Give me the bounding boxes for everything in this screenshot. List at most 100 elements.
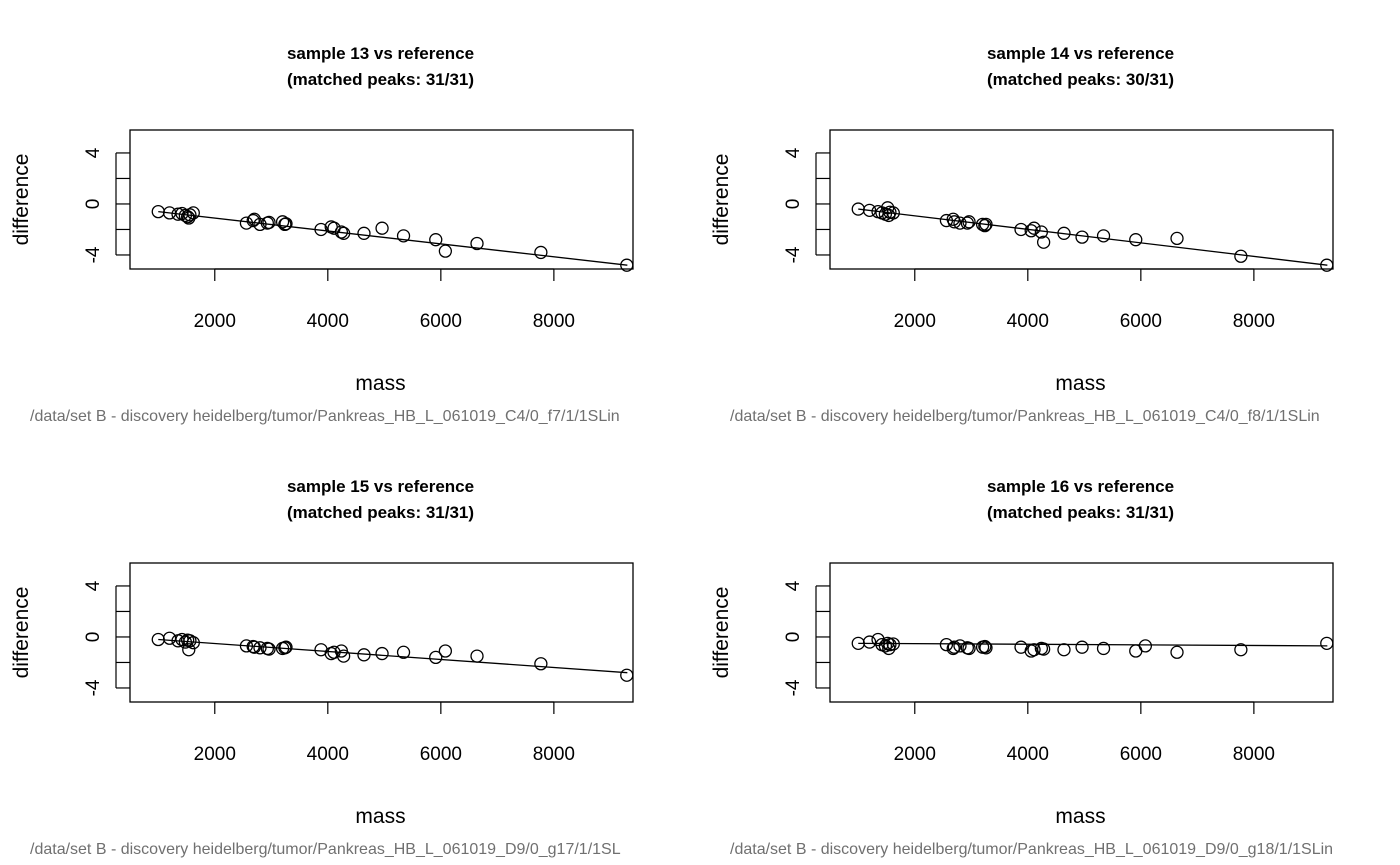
data-point [1129, 233, 1143, 247]
chart-subtitle: (matched peaks: 31/31) [287, 503, 474, 522]
data-point [882, 641, 896, 656]
y-tick-label: 0 [783, 199, 804, 210]
data-point [246, 213, 260, 228]
data-point [886, 637, 900, 651]
data-point [438, 244, 453, 258]
data-point [1034, 225, 1049, 239]
y-axis-label: difference [710, 154, 733, 246]
data-point [247, 640, 261, 654]
data-point [438, 644, 453, 658]
data-point [978, 218, 992, 233]
data-point [975, 217, 990, 232]
data-point [336, 226, 351, 240]
data-point [314, 222, 328, 237]
chart-title: sample 15 vs reference [287, 477, 474, 496]
data-point [1096, 229, 1111, 243]
chart-subtitle: (matched peaks: 30/31) [987, 70, 1174, 89]
y-tick-label: 4 [83, 580, 104, 591]
data-point [1096, 641, 1111, 656]
data-point [1320, 636, 1334, 650]
data-point [534, 657, 548, 671]
y-tick-label: 0 [83, 632, 104, 643]
y-axis-label: difference [10, 154, 33, 246]
data-point [253, 217, 267, 232]
x-tick-label: 6000 [1120, 744, 1162, 765]
x-tick-label: 6000 [1120, 311, 1162, 332]
y-tick-label: 4 [83, 147, 104, 158]
data-point [253, 641, 267, 655]
data-point [357, 648, 371, 662]
data-point [862, 635, 877, 649]
data-point [1075, 640, 1089, 654]
data-point [178, 208, 193, 223]
data-point [275, 215, 290, 229]
y-axis-label: difference [10, 587, 33, 679]
data-point [1234, 249, 1248, 263]
data-point [1170, 231, 1184, 246]
panel-3: sample 15 vs reference (matched peaks: 31… [10, 477, 634, 858]
data-point [186, 636, 200, 650]
data-point [239, 639, 254, 653]
data-point [279, 640, 293, 654]
data-point [396, 229, 411, 243]
data-point [978, 639, 992, 654]
panel-1: sample 13 vs reference (matched peaks: 31… [10, 44, 634, 425]
y-tick-label: 0 [783, 632, 804, 643]
data-point [1014, 222, 1028, 237]
y-tick-label: -4 [783, 679, 804, 696]
x-tick-label: 4000 [1007, 311, 1049, 332]
x-tick-label: 2000 [894, 744, 936, 765]
data-point [962, 215, 976, 229]
data-point [946, 641, 960, 656]
data-point [429, 650, 443, 665]
y-tick-label: -4 [83, 679, 104, 696]
data-point [375, 646, 389, 661]
data-point [939, 637, 954, 652]
chart-subtitle: (matched peaks: 31/31) [287, 70, 474, 89]
y-axis-label: difference [710, 587, 733, 679]
data-point [470, 649, 484, 663]
y-tick-label: 4 [783, 580, 804, 591]
data-point [1057, 643, 1071, 657]
data-point [953, 216, 967, 230]
data-point [960, 216, 974, 230]
x-tick-label: 2000 [194, 311, 236, 332]
x-axis-label: mass [355, 372, 405, 395]
data-point [1057, 226, 1071, 240]
data-point [947, 215, 961, 229]
data-point [183, 634, 197, 648]
data-point [882, 208, 896, 223]
x-tick-label: 4000 [1007, 744, 1049, 765]
x-tick-label: 8000 [533, 311, 575, 332]
y-tick-label: -4 [783, 246, 804, 263]
data-point [953, 639, 967, 653]
sub-caption: /data/set B - discovery heidelberg/tumor… [730, 408, 1320, 425]
data-point [429, 233, 443, 247]
data-point [1320, 258, 1334, 272]
data-point [470, 236, 484, 251]
data-point [375, 221, 389, 235]
x-tick-label: 4000 [307, 311, 349, 332]
data-point [182, 643, 196, 657]
data-point [262, 642, 276, 656]
data-point [327, 645, 341, 659]
data-point [1036, 642, 1051, 656]
data-point [880, 636, 895, 650]
data-point [357, 226, 371, 240]
data-point [947, 640, 961, 654]
x-tick-label: 8000 [1233, 744, 1275, 765]
plot-frame [129, 129, 634, 270]
data-point [939, 213, 954, 228]
x-tick-label: 2000 [894, 311, 936, 332]
x-tick-label: 6000 [420, 744, 462, 765]
fit-line [858, 642, 1328, 647]
y-tick-label: -4 [83, 246, 104, 263]
data-point [262, 215, 276, 230]
data-point [1027, 643, 1041, 657]
data-point [979, 217, 993, 232]
data-point [1075, 230, 1089, 244]
data-point [862, 203, 877, 217]
x-tick-label: 6000 [420, 311, 462, 332]
x-tick-label: 8000 [1233, 311, 1275, 332]
